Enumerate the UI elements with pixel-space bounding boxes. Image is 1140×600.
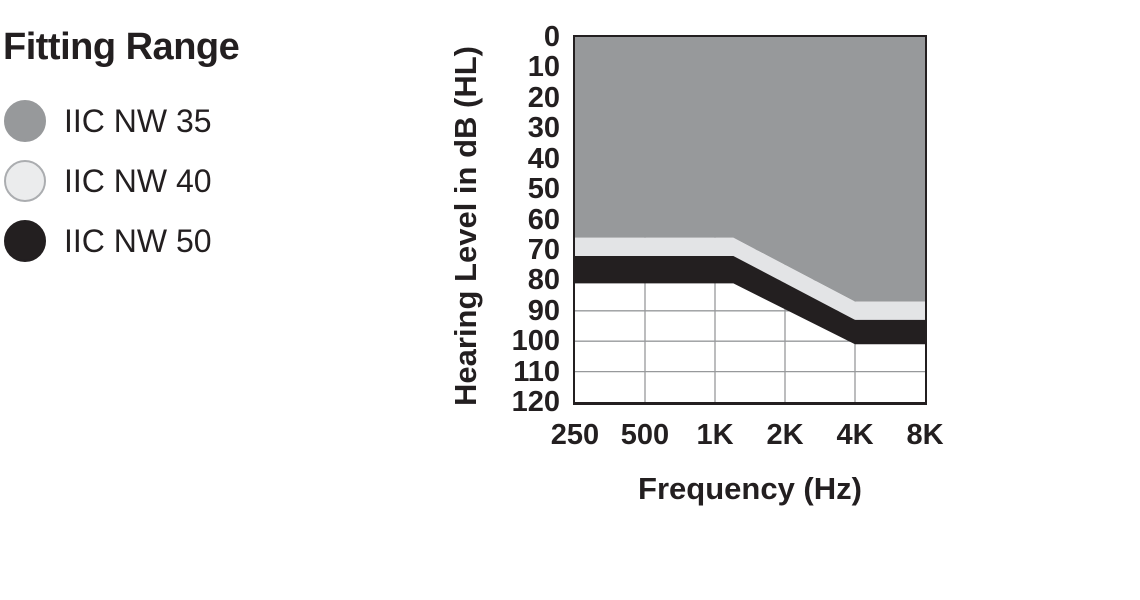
x-axis-title: Frequency (Hz) bbox=[638, 471, 862, 506]
y-tick-label: 0 bbox=[543, 21, 560, 53]
x-tick-label: 8K bbox=[906, 419, 944, 451]
nw50-circle-swatch bbox=[4, 220, 46, 262]
x-tick-label: 500 bbox=[620, 419, 670, 451]
x-axis-tick-labels: 250 500 1K 2K 4K 8K bbox=[551, 419, 944, 451]
legend-label-nw40: IIC NW 40 bbox=[64, 163, 212, 199]
x-tick-label: 250 bbox=[550, 419, 600, 451]
y-tick-label: 60 bbox=[527, 203, 560, 236]
y-tick-label: 90 bbox=[527, 294, 560, 327]
y-tick-label: 20 bbox=[527, 81, 560, 114]
y-tick-label: 100 bbox=[511, 325, 560, 358]
y-tick-label: 30 bbox=[527, 112, 560, 145]
nw40-circle-swatch bbox=[4, 160, 46, 202]
nw35-circle-swatch bbox=[4, 100, 46, 142]
y-tick-label: 40 bbox=[527, 142, 560, 175]
legend-item-nw35: IIC NW 35 bbox=[4, 100, 212, 142]
x-tick-label: 2K bbox=[766, 419, 804, 451]
y-axis-tick-labels: 0 10 20 30 40 50 60 70 80 90 100 110 120 bbox=[450, 22, 560, 417]
x-tick-label: 1K bbox=[696, 419, 734, 451]
band-iic-nw-40 bbox=[575, 237, 925, 320]
y-tick-label: 10 bbox=[527, 51, 560, 84]
y-tick-label: 70 bbox=[527, 233, 560, 266]
fitting-range-svg bbox=[575, 37, 925, 402]
legend: IIC NW 35 IIC NW 40 IIC NW 50 bbox=[4, 100, 212, 262]
plot-area bbox=[573, 35, 927, 405]
y-tick-label: 110 bbox=[513, 355, 560, 388]
y-tick-label: 50 bbox=[527, 173, 560, 206]
legend-item-nw40: IIC NW 40 bbox=[4, 160, 212, 202]
y-tick-label: 80 bbox=[527, 264, 560, 297]
legend-label-nw35: IIC NW 35 bbox=[64, 103, 212, 139]
band-iic-nw-35 bbox=[575, 37, 925, 302]
y-tick-label: 120 bbox=[511, 386, 560, 418]
chart-title: Fitting Range bbox=[3, 26, 240, 68]
legend-label-nw50: IIC NW 50 bbox=[64, 223, 212, 259]
band-iic-nw-50 bbox=[575, 256, 925, 345]
legend-item-nw50: IIC NW 50 bbox=[4, 220, 212, 262]
x-tick-label: 4K bbox=[836, 419, 874, 451]
